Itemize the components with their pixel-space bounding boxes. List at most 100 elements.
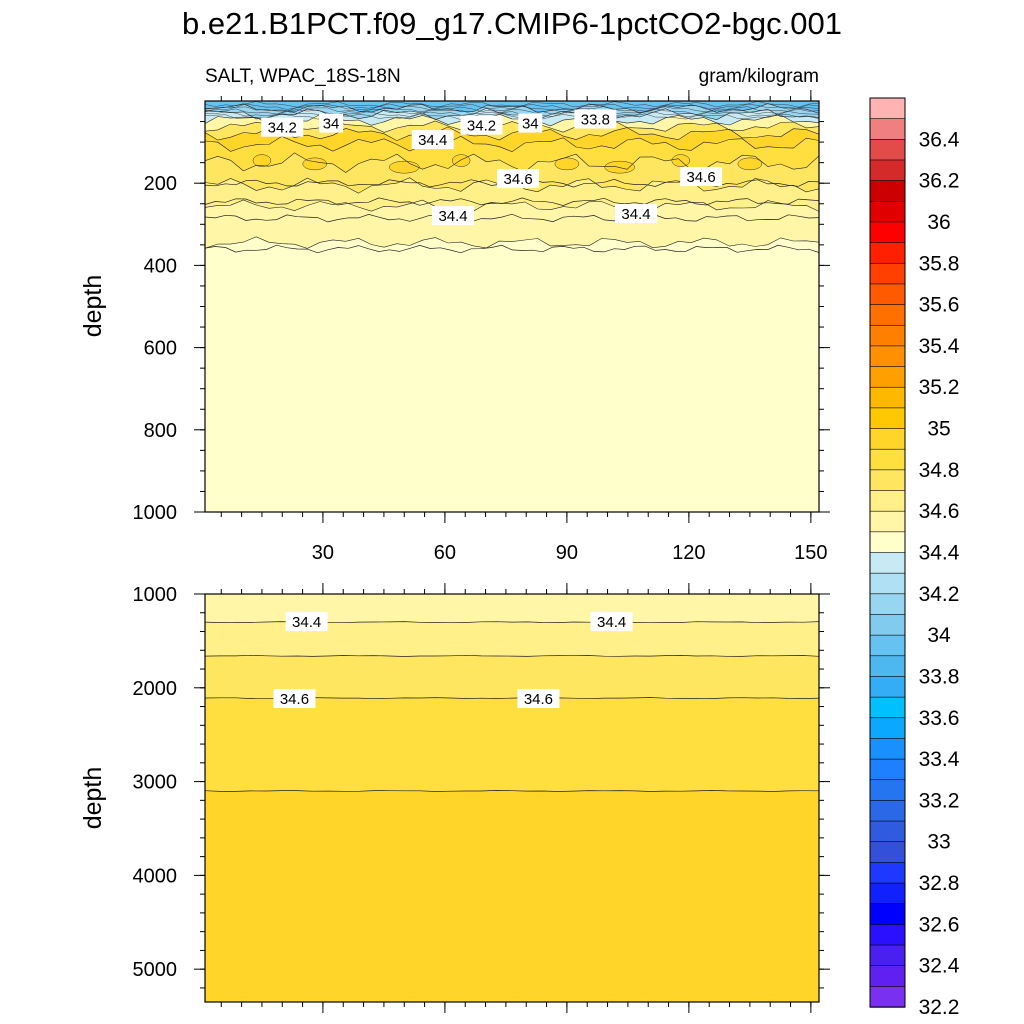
colorbar-swatch [869,758,906,781]
contour-label-box [680,167,723,187]
colorbar-label: 35.4 [919,335,960,358]
contour-line [205,113,819,120]
colorbar-swatch [869,903,906,926]
contour-label: 34.2 [261,117,304,137]
upper-panel-axes: 200 400 600 800 1000 30 60 90 120 150 [133,90,830,564]
contour-line [205,126,819,141]
colorbar-swatch [869,200,906,223]
contour-label: 34.6 [517,689,560,709]
contour-line [205,236,819,249]
salinity-eddy [604,160,636,174]
contour-label-box [518,113,543,133]
contour-label-box [273,689,316,709]
contour-line [205,108,819,115]
lower-plot-frame [204,593,820,1003]
colorbar-label: 34.6 [919,500,960,523]
colorbar-swatch [869,448,906,471]
contour-label: 34.6 [497,169,540,189]
contour-label: 33.8 [574,109,617,129]
colorbar-swatch [869,593,906,616]
contour-label-box [319,113,344,133]
contour-label-text: 34.4 [621,206,650,223]
y-tick-label: 2000 [133,678,178,700]
contour-line [205,199,819,212]
colorbar-swatch [869,634,906,657]
y-tick-label: 800 [144,420,177,442]
x-tick-label: 90 [556,542,578,564]
lower-y-axis-label: depth [79,767,107,830]
contour-label-box [497,169,540,189]
colorbar-label: 32.4 [919,955,960,978]
colorbar-label: 35.6 [919,294,960,317]
colorbar-swatch [869,221,906,244]
colorbar-swatch [869,882,906,905]
fill-band [205,101,819,114]
contour-label-text: 34.4 [597,614,626,631]
colorbar-label: 36 [927,211,950,234]
contour-line [205,113,819,127]
colorbar-swatch [869,324,906,347]
salinity-eddy [252,154,272,167]
colorbar-swatch [869,655,906,678]
y-tick-label: 4000 [133,865,178,887]
colorbar-label: 33.8 [919,665,960,688]
contour-line [205,152,819,173]
contour-label-text: 34.4 [438,208,467,225]
colorbar-swatch [869,924,906,946]
colorbar-swatch [869,97,906,120]
contour-label: 34 [319,113,344,133]
colorbar-label: 32.6 [919,913,960,936]
lower-panel-fill [205,594,819,1002]
contour-label-text: 34.6 [280,691,309,708]
colorbar-swatch [869,572,906,595]
colorbar-swatch [869,510,906,533]
colorbar-swatch [869,965,906,988]
y-tick-label: 3000 [133,772,178,794]
colorbar-label: 35.8 [919,252,960,275]
colorbar-label: 36.2 [919,170,960,193]
contour-label-text: 33.8 [581,111,610,128]
contour-label-text: 34.2 [268,120,297,137]
colorbar-label: 34 [927,624,951,647]
upper-panel: 34.2 34 34.4 34.2 34 33.8 34.6 34.6 34.4 34.4 200… [79,90,830,564]
colorbar-swatch [869,407,906,430]
colorbar-swatch [869,696,906,719]
x-tick-label: 30 [312,542,334,564]
contour-label-text: 34.4 [292,614,321,631]
contour-label: 34.6 [273,689,316,709]
colorbar-label: 32.2 [919,996,960,1019]
colorbar-label: 32.8 [919,872,960,895]
y-tick-label: 1000 [133,584,178,606]
y-tick-label: 600 [144,338,177,360]
colorbar-label: 33.2 [919,789,960,812]
contour-line [205,790,819,792]
colorbar-swatch [869,552,906,574]
contour-line [205,213,819,223]
colorbar-swatch [869,841,906,864]
colorbar-swatch [869,614,906,636]
colorbar-label: 35.2 [919,376,960,399]
colorbar-label: 36.4 [919,128,960,151]
contour-line [205,197,819,206]
colorbar-swatch [869,717,906,740]
contour-label-box [574,109,617,129]
colorbar-swatch [869,242,906,264]
colorbar-swatch [869,304,906,326]
colorbar-swatch [869,986,906,1008]
contour-label: 34.4 [411,130,454,150]
contour-label-text: 34 [522,116,539,133]
colorbar-swatch [869,820,906,843]
upper-y-axis-label: depth [79,275,107,338]
contour-label-text: 34.6 [524,691,553,708]
salinity-eddy [388,160,420,174]
contour-label: 34.4 [432,206,475,226]
contour-label-text: 34.6 [503,171,532,188]
variable-label: SALT, WPAC_18S-18N [205,66,401,87]
x-tick-label: 120 [672,542,705,564]
upper-panel-contour-labels: 34.2 34 34.4 34.2 34 33.8 34.6 34.6 34.4 34.4 [261,109,723,226]
colorbar-swatch [869,531,906,554]
contour-label-text: 34 [323,116,340,133]
lower-panel: 34.4 34.4 34.6 34.6 1000 2000 3000 4000 5000 de… [79,583,830,1013]
contour-line [205,107,819,121]
contour-label-box [590,612,633,632]
